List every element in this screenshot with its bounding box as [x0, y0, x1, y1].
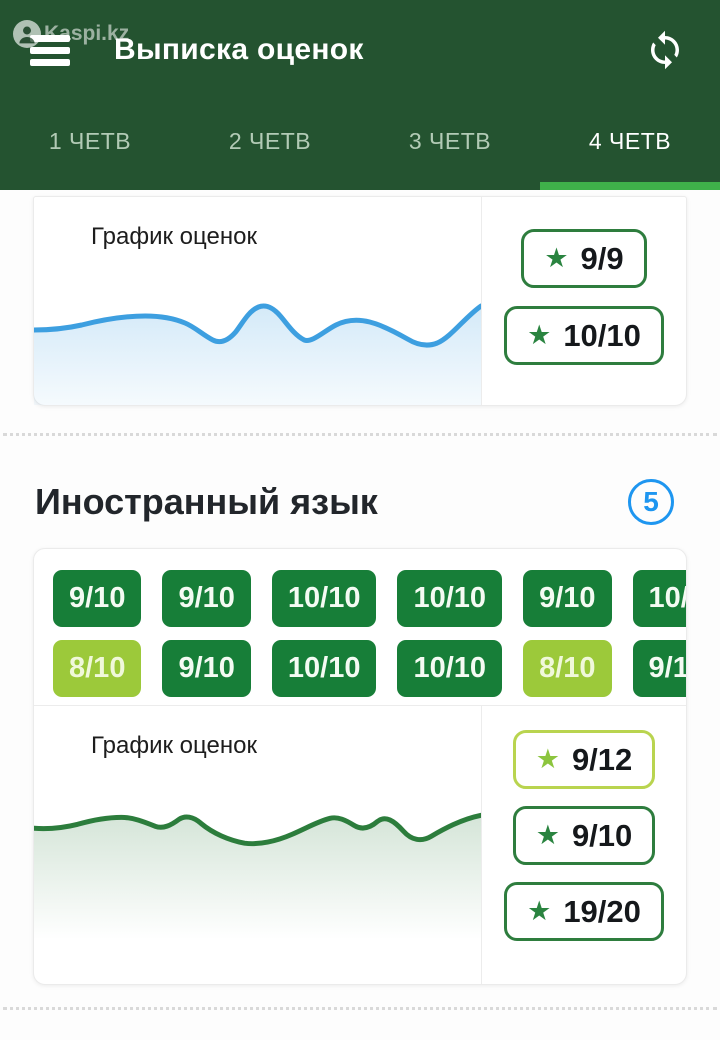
grade-chip-clipped[interactable]: 9/10 — [632, 640, 686, 697]
score-value: 9/9 — [580, 241, 624, 276]
subject-title: Иностранный язык — [35, 481, 378, 522]
score-badge: ★ 9/9 — [521, 229, 647, 288]
score-badge: ★ 9/10 — [512, 805, 656, 865]
chart-label: График оценок — [91, 731, 257, 759]
score-value: 9/10 — [571, 817, 633, 853]
section-separator — [3, 433, 717, 436]
grade-chips-row-1: 9/10 9/10 10/10 10/10 9/10 10/10 — [53, 570, 686, 627]
star-icon: ★ — [535, 743, 560, 774]
score-value: 10/10 — [563, 318, 641, 353]
subject-header: Иностранный язык 5 — [35, 470, 674, 534]
star-icon: ★ — [544, 243, 569, 273]
sparkline-area — [34, 815, 481, 984]
page-title: Выписка оценок — [114, 33, 364, 66]
grade-chip[interactable]: 10/10 — [397, 640, 503, 697]
subject-card: 9/10 9/10 10/10 10/10 9/10 10/10 8/10 9/… — [33, 548, 687, 985]
tab-4-chetv[interactable]: 4 ЧЕТВ — [588, 128, 672, 154]
summary-badges: ★ 9/9 ★ 10/10 — [482, 197, 686, 405]
star-icon: ★ — [535, 819, 560, 850]
sparkline-line — [34, 303, 481, 348]
score-badge: ★ 19/20 — [504, 881, 664, 941]
summary-chart-card: График оценок ★ 9/9 ★ 10/10 — [33, 196, 687, 406]
tab-3-chetv[interactable]: 3 ЧЕТВ — [408, 128, 492, 154]
grade-chip[interactable]: 10/10 — [271, 570, 377, 627]
grade-chip[interactable]: 9/10 — [53, 570, 142, 627]
subject-chart-row: График оценок ★ 9/12 ★ 9/10 — [34, 705, 686, 984]
score-value: 19/20 — [563, 893, 641, 929]
star-icon: ★ — [527, 320, 552, 350]
grade-chip[interactable]: 10/10 — [271, 640, 377, 697]
grade-chip[interactable]: 9/10 — [523, 570, 612, 627]
grade-chips-row-2: 8/10 9/10 10/10 10/10 8/10 9/10 — [53, 640, 686, 697]
star-icon: ★ — [527, 895, 552, 926]
active-tab-indicator — [540, 182, 720, 190]
refresh-icon[interactable] — [644, 29, 686, 71]
grades-sparkline-green — [34, 812, 481, 984]
section-separator — [3, 1007, 717, 1010]
grade-chip-clipped[interactable]: 10/10 — [632, 570, 686, 627]
grade-chip[interactable]: 8/10 — [523, 640, 612, 697]
chart-label: График оценок — [91, 223, 257, 250]
grade-chip[interactable]: 9/10 — [162, 640, 251, 697]
tab-1-chetv[interactable]: 1 ЧЕТВ — [48, 128, 132, 154]
score-badge: ★ 9/12 — [512, 729, 656, 789]
tab-2-chetv[interactable]: 2 ЧЕТВ — [228, 128, 312, 154]
subject-badges: ★ 9/12 ★ 9/10 ★ 19/20 — [482, 706, 686, 984]
quarter-tabs: 1 ЧЕТВ 2 ЧЕТВ 3 ЧЕТВ 4 ЧЕТВ — [0, 100, 720, 190]
subject-chart-pane: График оценок — [34, 705, 482, 984]
grade-chip[interactable]: 10/10 — [397, 570, 503, 627]
menu-icon[interactable] — [30, 34, 70, 66]
summary-chart-pane: График оценок — [34, 197, 482, 405]
grade-chip[interactable]: 9/10 — [162, 570, 251, 627]
sparkline-area — [34, 306, 481, 405]
grades-sparkline-blue — [34, 303, 481, 405]
score-badge: ★ 10/10 — [504, 306, 664, 365]
app-bar: Выписка оценок Kaspi.kz — [0, 0, 720, 100]
grade-count-badge: 5 — [628, 479, 674, 525]
score-value: 9/12 — [571, 741, 633, 777]
grade-chip[interactable]: 8/10 — [53, 640, 142, 697]
sparkline-line — [34, 812, 481, 846]
grade-chips-scroller[interactable]: 9/10 9/10 10/10 10/10 9/10 10/10 8/10 9/… — [34, 549, 686, 706]
